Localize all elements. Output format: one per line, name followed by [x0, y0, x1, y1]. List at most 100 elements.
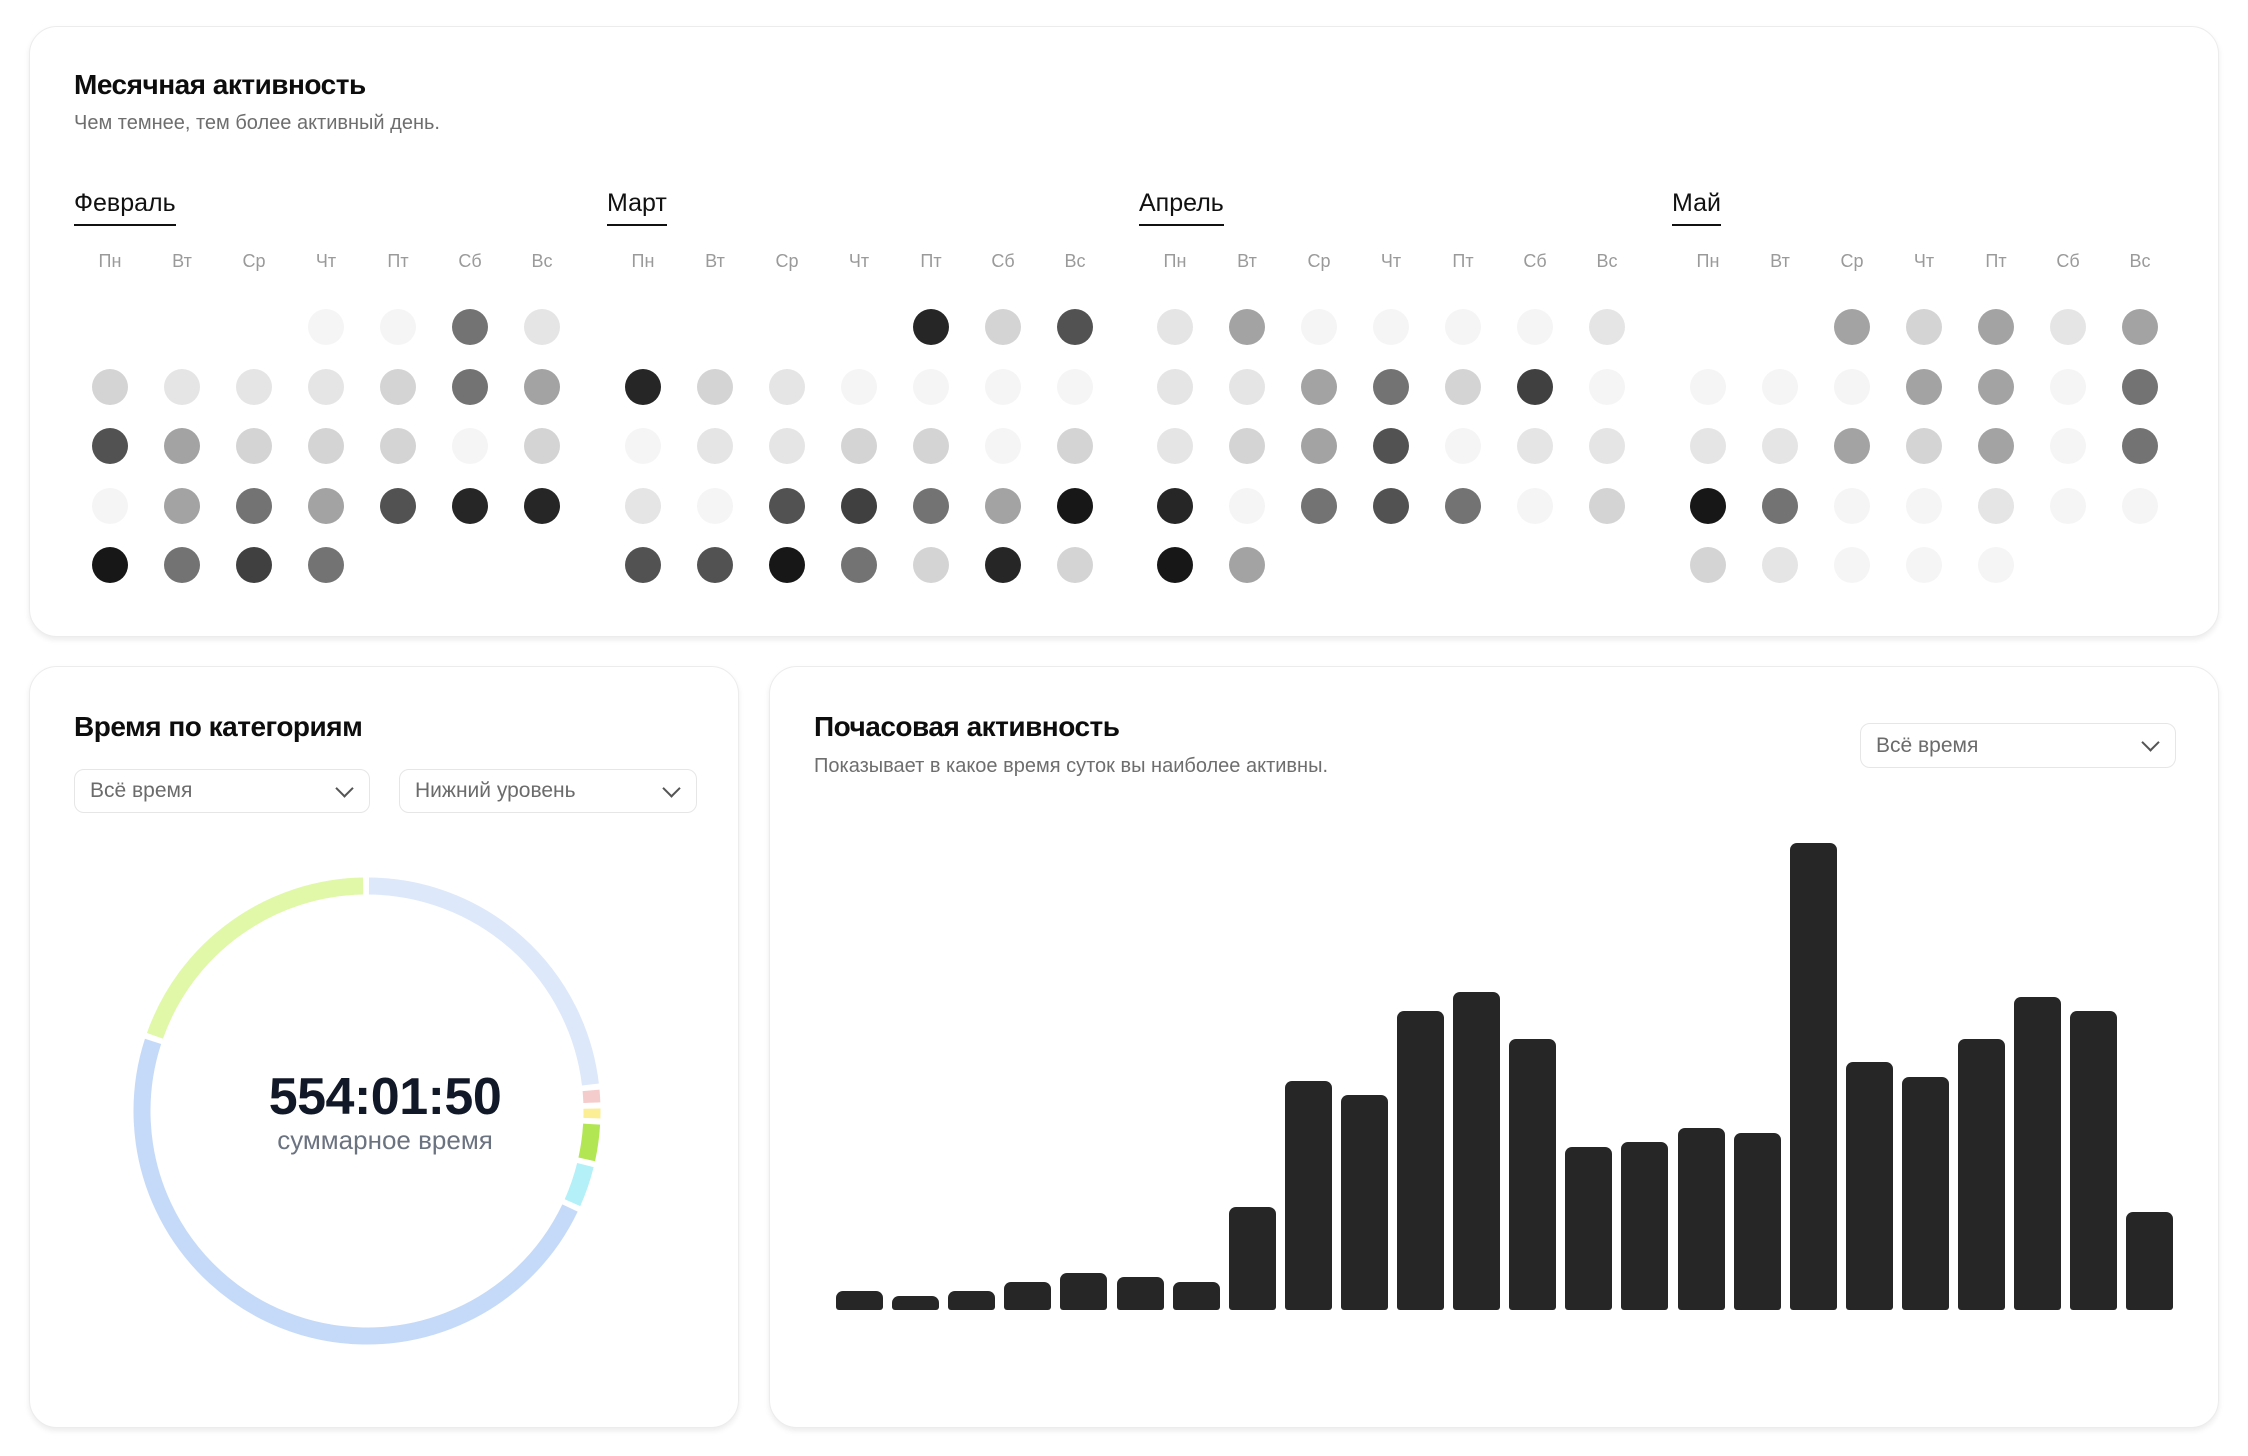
day-dot[interactable]: [985, 368, 1021, 405]
day-dot[interactable]: [1373, 428, 1409, 465]
day-dot[interactable]: [1301, 487, 1337, 524]
day-dot[interactable]: [769, 368, 805, 405]
day-dot[interactable]: [1301, 368, 1337, 405]
day-dot[interactable]: [1373, 368, 1409, 405]
day-dot[interactable]: [308, 309, 344, 345]
day-dot[interactable]: [1834, 487, 1870, 524]
day-dot[interactable]: [524, 487, 560, 524]
day-dot[interactable]: [1301, 309, 1337, 345]
hour-bar[interactable]: [1397, 1011, 1444, 1310]
day-dot[interactable]: [1978, 487, 2014, 524]
donut-segment[interactable]: [146, 877, 364, 1039]
hour-bar[interactable]: [2126, 1211, 2174, 1310]
donut-segment[interactable]: [564, 1162, 594, 1207]
day-dot[interactable]: [841, 368, 877, 405]
day-dot[interactable]: [236, 487, 272, 524]
day-dot[interactable]: [1229, 547, 1265, 584]
day-dot[interactable]: [697, 547, 733, 584]
day-dot[interactable]: [1589, 368, 1625, 405]
day-dot[interactable]: [1762, 547, 1798, 584]
day-dot[interactable]: [1762, 368, 1798, 405]
day-dot[interactable]: [769, 487, 805, 524]
day-dot[interactable]: [1762, 428, 1798, 465]
categories-period-select[interactable]: Всё время: [74, 769, 370, 813]
hour-bar[interactable]: [1172, 1281, 1220, 1310]
hour-bar[interactable]: [1789, 843, 1837, 1310]
day-dot[interactable]: [1057, 368, 1093, 405]
hour-bar[interactable]: [836, 1291, 883, 1310]
donut-segment[interactable]: [133, 1038, 578, 1345]
day-dot[interactable]: [769, 428, 805, 465]
day-dot[interactable]: [625, 487, 661, 524]
day-dot[interactable]: [524, 368, 560, 405]
day-dot[interactable]: [913, 368, 949, 405]
day-dot[interactable]: [1589, 428, 1625, 465]
day-dot[interactable]: [92, 428, 128, 465]
day-dot[interactable]: [380, 428, 416, 465]
day-dot[interactable]: [1229, 309, 1265, 345]
hour-bar[interactable]: [1677, 1127, 1725, 1310]
day-dot[interactable]: [1373, 487, 1409, 524]
day-dot[interactable]: [1906, 368, 1942, 405]
day-dot[interactable]: [1517, 487, 1553, 524]
day-dot[interactable]: [625, 428, 661, 465]
day-dot[interactable]: [697, 487, 733, 524]
day-dot[interactable]: [524, 428, 560, 465]
day-dot[interactable]: [1157, 487, 1193, 524]
day-dot[interactable]: [1906, 547, 1942, 584]
hour-bar[interactable]: [1004, 1281, 1052, 1310]
day-dot[interactable]: [2050, 487, 2086, 524]
day-dot[interactable]: [1690, 487, 1726, 524]
day-dot[interactable]: [452, 309, 488, 345]
day-dot[interactable]: [1301, 428, 1337, 465]
day-dot[interactable]: [1978, 428, 2014, 465]
day-dot[interactable]: [1445, 368, 1481, 405]
day-dot[interactable]: [985, 547, 1021, 584]
day-dot[interactable]: [1445, 487, 1481, 524]
day-dot[interactable]: [2050, 368, 2086, 405]
day-dot[interactable]: [985, 487, 1021, 524]
day-dot[interactable]: [1229, 368, 1265, 405]
day-dot[interactable]: [1517, 309, 1553, 345]
hour-bar[interactable]: [1453, 992, 1501, 1310]
day-dot[interactable]: [913, 547, 949, 584]
day-dot[interactable]: [1057, 547, 1093, 584]
day-dot[interactable]: [92, 487, 128, 524]
day-dot[interactable]: [697, 368, 733, 405]
day-dot[interactable]: [308, 487, 344, 524]
day-dot[interactable]: [308, 428, 344, 465]
day-dot[interactable]: [1834, 547, 1870, 584]
day-dot[interactable]: [380, 368, 416, 405]
hour-bar[interactable]: [948, 1291, 996, 1310]
day-dot[interactable]: [1517, 368, 1553, 405]
day-dot[interactable]: [1229, 487, 1265, 524]
hour-bar[interactable]: [2014, 997, 2062, 1310]
day-dot[interactable]: [92, 547, 128, 584]
day-dot[interactable]: [697, 428, 733, 465]
day-dot[interactable]: [1517, 428, 1553, 465]
day-dot[interactable]: [1906, 428, 1942, 465]
day-dot[interactable]: [985, 428, 1021, 465]
day-dot[interactable]: [380, 487, 416, 524]
day-dot[interactable]: [1978, 309, 2014, 345]
day-dot[interactable]: [380, 309, 416, 345]
day-dot[interactable]: [1157, 368, 1193, 405]
day-dot[interactable]: [841, 487, 877, 524]
hour-bar[interactable]: [1565, 1146, 1613, 1310]
day-dot[interactable]: [2122, 368, 2158, 405]
day-dot[interactable]: [236, 547, 272, 584]
day-dot[interactable]: [913, 309, 949, 345]
day-dot[interactable]: [452, 368, 488, 405]
day-dot[interactable]: [1445, 428, 1481, 465]
day-dot[interactable]: [625, 368, 661, 405]
day-dot[interactable]: [164, 547, 200, 584]
hour-bar[interactable]: [2070, 1011, 2118, 1310]
day-dot[interactable]: [1690, 547, 1726, 584]
hour-bar[interactable]: [1060, 1272, 1108, 1310]
hour-bar[interactable]: [1621, 1141, 1669, 1310]
donut-segment[interactable]: [582, 1089, 601, 1104]
day-dot[interactable]: [236, 368, 272, 405]
day-dot[interactable]: [913, 428, 949, 465]
day-dot[interactable]: [625, 547, 661, 584]
day-dot[interactable]: [164, 368, 200, 405]
